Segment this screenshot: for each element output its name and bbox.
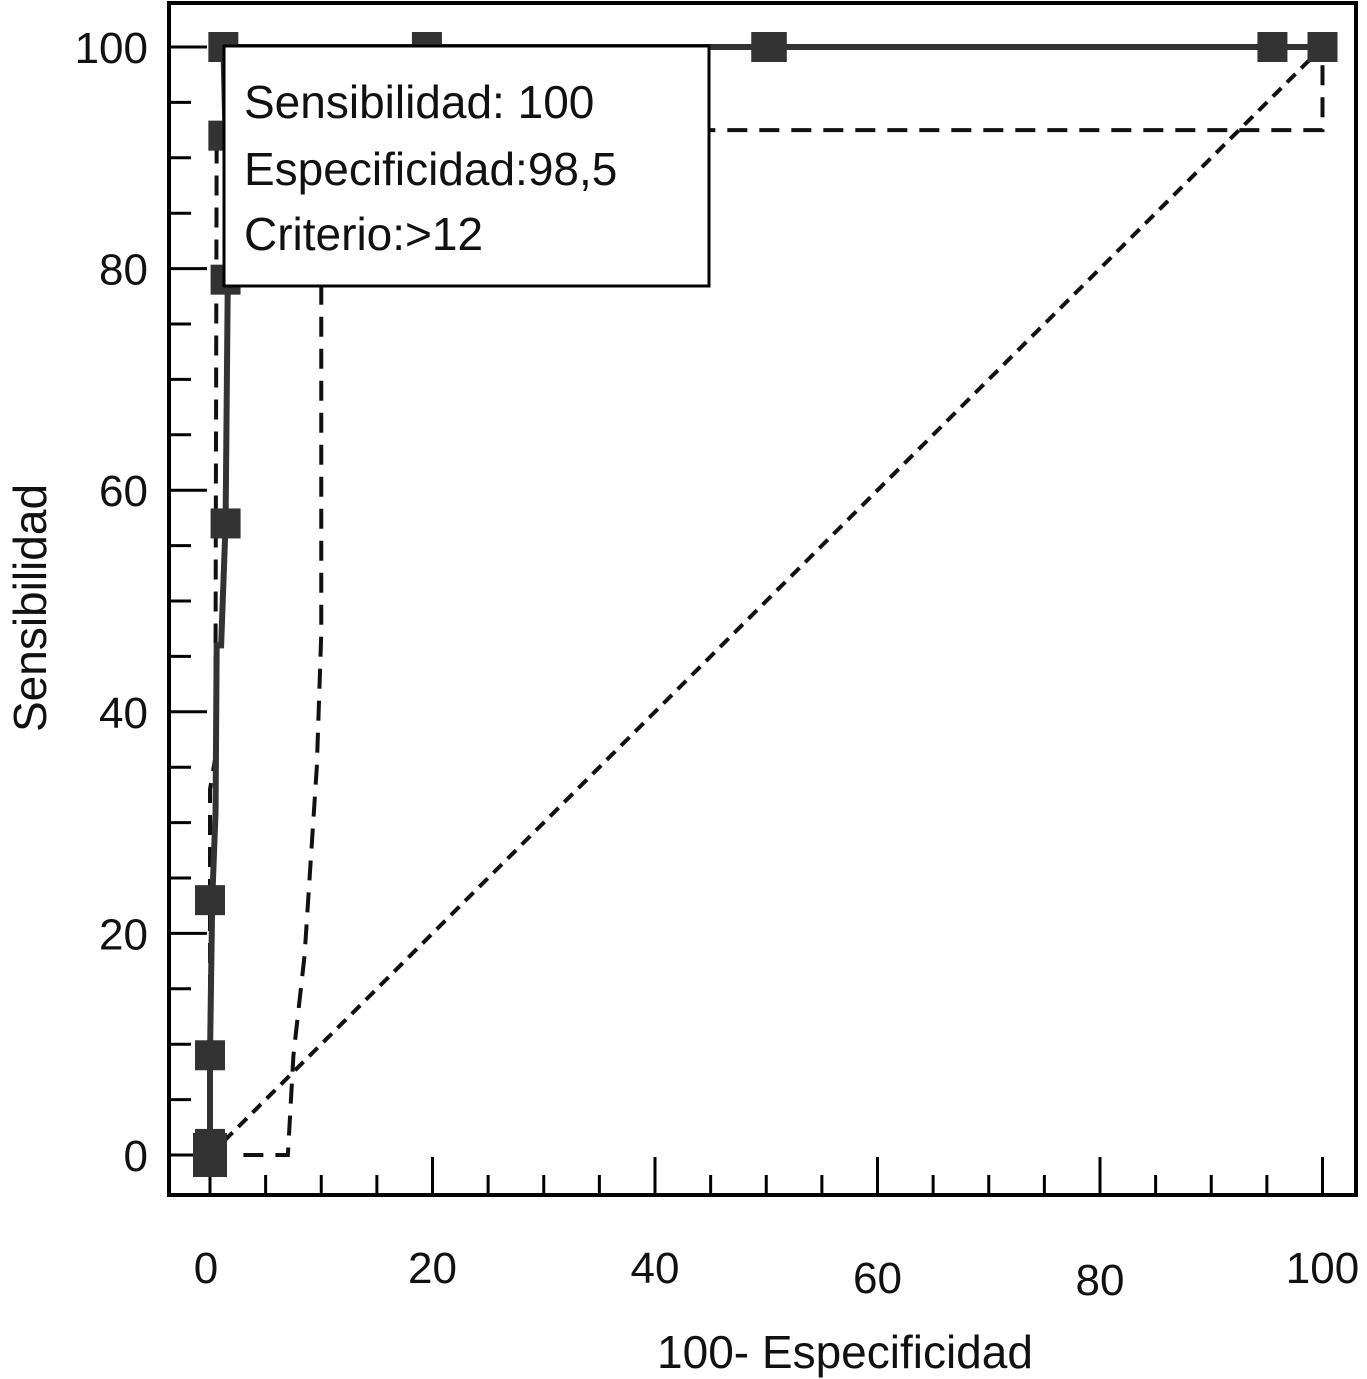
info-box-frame bbox=[222, 44, 711, 288]
info-sensitivity: Sensibilidad: 100 bbox=[244, 76, 594, 128]
axis-ticks bbox=[169, 45, 1324, 1195]
roc-point-marker bbox=[1257, 32, 1288, 62]
info-specificity: Especificidad:98,5 bbox=[244, 143, 617, 195]
tick-labels: 0 20 40 60 80 100 0 20 40 60 80 100 bbox=[75, 24, 1360, 1305]
info-box: Sensibilidad: 100 Especificidad:98,5 Cri… bbox=[222, 44, 711, 288]
roc-origin-marker bbox=[193, 1133, 227, 1177]
y-tick-label: 40 bbox=[99, 689, 148, 738]
y-tick-label: 100 bbox=[75, 24, 148, 73]
y-tick-label: 60 bbox=[99, 467, 148, 516]
y-axis-title: Sensibilidad bbox=[4, 484, 56, 732]
lower-confidence-bound-line bbox=[243, 45, 1323, 1157]
x-tick-label: 100 bbox=[1286, 1244, 1359, 1293]
y-tick-label: 80 bbox=[99, 246, 148, 295]
x-tick-label: 0 bbox=[194, 1244, 218, 1293]
upper-confidence-bound-line bbox=[208, 47, 1325, 1155]
plot-frame bbox=[167, 1, 1358, 1197]
x-tick-label: 60 bbox=[853, 1254, 902, 1303]
y-tick-label: 20 bbox=[99, 910, 148, 959]
roc-point-marker bbox=[210, 508, 241, 539]
info-criterion: Criterio:>12 bbox=[244, 208, 483, 260]
x-tick-label: 40 bbox=[631, 1244, 680, 1293]
roc-point-marker bbox=[1307, 32, 1338, 62]
reference-diagonal-line bbox=[208, 45, 1324, 1157]
x-tick-label: 20 bbox=[408, 1244, 457, 1293]
roc-point-marker bbox=[195, 885, 225, 916]
y-tick-label: 0 bbox=[124, 1132, 148, 1181]
x-tick-label: 80 bbox=[1076, 1256, 1125, 1305]
x-axis-title: 100- Especificidad bbox=[657, 1326, 1033, 1378]
roc-point-marker bbox=[195, 1040, 225, 1071]
roc-point-marker bbox=[756, 32, 787, 62]
